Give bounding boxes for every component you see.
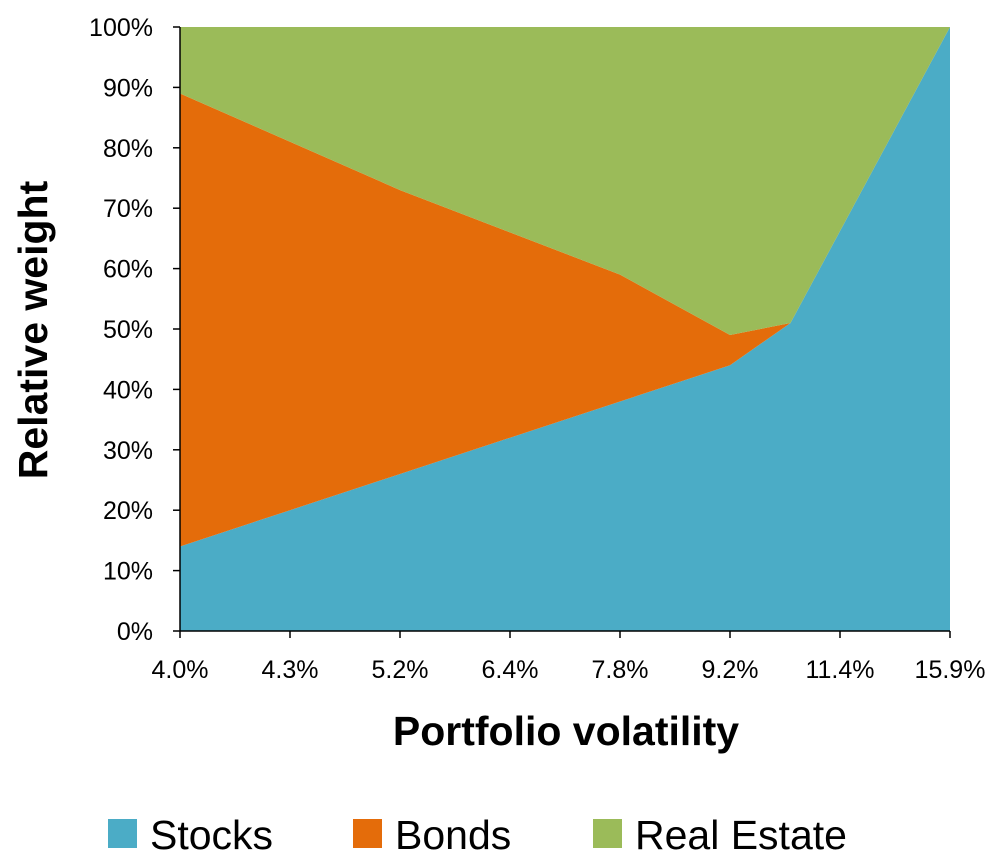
x-tick-label: 4.3% [262, 656, 319, 684]
y-tick-label: 80% [103, 135, 153, 163]
x-tick-label: 9.2% [702, 656, 759, 684]
axes [173, 26, 951, 638]
area-bonds [180, 27, 950, 547]
legend-swatch-stocks [108, 819, 137, 848]
legend-swatch-bonds [353, 819, 382, 848]
y-tick-label: 30% [103, 437, 153, 465]
legend-swatch-real-estate [593, 819, 622, 848]
x-tick-labels: 4.0% 4.3% 5.2% 6.4% 7.8% 9.2% 11.4% 15.9% [152, 656, 986, 684]
y-axis-title: Relative weight [10, 180, 56, 479]
y-tick-label: 40% [103, 376, 153, 404]
x-tick-label: 7.8% [592, 656, 649, 684]
y-tick-label: 0% [117, 618, 153, 646]
y-tick-label: 10% [103, 558, 153, 586]
y-tick-label: 20% [103, 497, 153, 525]
x-tick-label: 15.9% [915, 656, 986, 684]
y-tick-label: 100% [89, 14, 153, 42]
legend-label-real-estate: Real Estate [635, 812, 847, 858]
x-axis-title: Portfolio volatility [393, 708, 739, 754]
legend-label-stocks: Stocks [150, 812, 273, 858]
legend-label-bonds: Bonds [395, 812, 511, 858]
y-tick-label: 60% [103, 256, 153, 284]
y-tick-label: 90% [103, 74, 153, 102]
y-tick-label: 50% [103, 316, 153, 344]
legend: Stocks Bonds Real Estate [108, 812, 847, 858]
x-tick-label: 11.4% [805, 656, 874, 684]
area-stocks [180, 27, 950, 631]
y-tick-labels: 0% 10% 20% 30% 40% 50% 60% 70% 80% 90% 100% [89, 14, 153, 646]
y-tick-label: 70% [103, 195, 153, 223]
area-real-estate [180, 27, 950, 336]
area-series-group [180, 27, 950, 631]
x-tick-label: 6.4% [482, 656, 539, 684]
x-tick-label: 5.2% [372, 656, 429, 684]
x-tick-label: 4.0% [152, 656, 209, 684]
